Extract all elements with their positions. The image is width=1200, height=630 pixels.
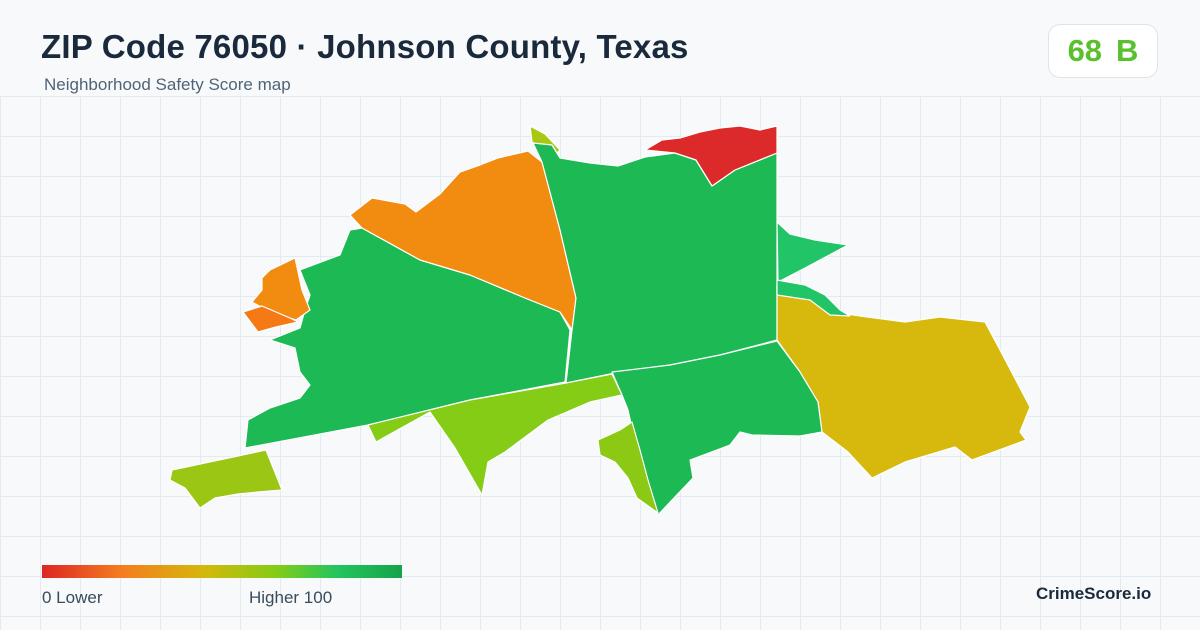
page-subtitle: Neighborhood Safety Score map — [44, 75, 291, 94]
score-value: 68 — [1067, 33, 1103, 68]
region-north-east-tip[interactable] — [644, 125, 778, 187]
region-east-large[interactable] — [776, 284, 1031, 479]
legend-low-label: 0 Lower — [42, 588, 103, 607]
page-title: ZIP Code 76050 · Johnson County, Texas — [41, 28, 689, 65]
score-grade: B — [1116, 33, 1139, 68]
region-east-small[interactable] — [776, 221, 849, 283]
legend-gradient-bar — [42, 565, 402, 578]
region-south-band[interactable] — [367, 373, 623, 496]
region-east-connector[interactable] — [776, 279, 851, 317]
legend-high-label: Higher 100 — [249, 588, 333, 607]
brand-logo-text: CrimeScore.io — [1036, 584, 1152, 603]
region-south-small[interactable] — [597, 421, 659, 514]
header: ZIP Code 76050 · Johnson County, Texas N… — [0, 0, 1200, 96]
region-center-main[interactable] — [532, 142, 778, 384]
score-badge: 68 B — [1048, 24, 1158, 78]
region-far-west[interactable] — [169, 449, 283, 509]
region-west-small-lower[interactable] — [242, 305, 299, 333]
